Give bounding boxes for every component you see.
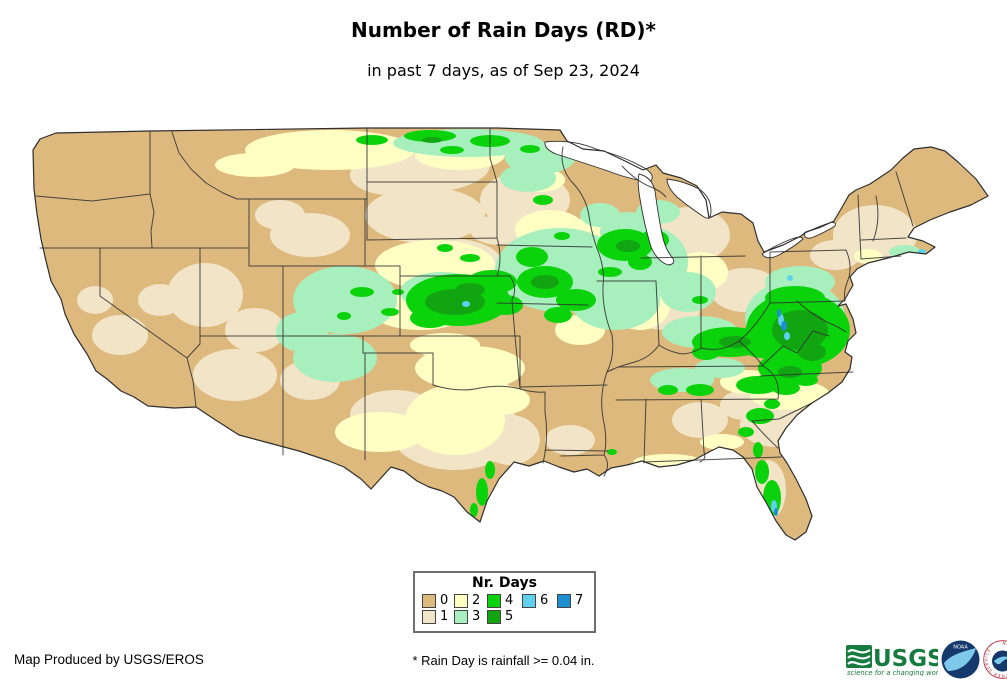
legend-title: Nr. Days: [472, 575, 537, 591]
noaa-seagull-icon: [944, 648, 976, 671]
usgs-tagline: science for a changing world: [847, 669, 938, 676]
rain-5day-patches: [422, 137, 828, 378]
nws-seagull-icon: [994, 656, 1007, 665]
produced-by-text: Map Produced by USGS/EROS: [14, 652, 204, 667]
legend-item-0: 0: [422, 593, 454, 608]
great-lakes: [544, 140, 836, 266]
lake-michigan: [637, 173, 675, 266]
legend-swatch-6: [522, 593, 536, 608]
lake-ontario: [804, 221, 836, 239]
legend-item-4: 4: [487, 593, 522, 608]
legend-item-1: 1: [422, 609, 454, 624]
rain-day-definition-note: * Rain Day is rainfall >= 0.04 in.: [412, 653, 595, 668]
page-title: Number of Rain Days (RD)*: [350, 18, 656, 42]
page-subtitle: in past 7 days, as of Sep 23, 2024: [367, 61, 640, 80]
legend-box: Nr. Days 0 2 4 6 7: [413, 571, 596, 633]
legend-swatch-5: [487, 609, 501, 624]
map-base-dry: [33, 128, 988, 540]
legend-swatch-0: [422, 593, 436, 608]
usgs-waves-icon: [847, 648, 871, 666]
legend-swatch-4: [487, 593, 501, 608]
usgs-logo: USGS science for a changing world: [846, 644, 938, 676]
noaa-logo: NOAA: [941, 640, 980, 679]
agency-logos: USGS science for a changing world NOAA N…: [843, 640, 1007, 679]
usgs-wordmark: USGS: [873, 646, 938, 672]
legend-item-3: 3: [454, 609, 487, 624]
noaa-wordmark: NOAA: [953, 645, 968, 651]
us-outline: [32, 127, 989, 541]
state-boundaries: [35, 127, 914, 477]
lake-erie: [761, 236, 804, 259]
legend-item-6: 6: [522, 593, 557, 608]
legend-item-7: 7: [557, 593, 592, 608]
legend-swatch-7: [557, 593, 571, 608]
legend-item-5: 5: [487, 609, 522, 624]
nws-logo: NATIONAL WEATHER SERVICE: [983, 640, 1007, 679]
legend-item-2: 2: [454, 593, 487, 608]
legend-swatch-2: [454, 593, 468, 608]
rain-7day-patches: [774, 309, 787, 516]
legend-swatch-1: [422, 609, 436, 624]
legend-swatch-3: [454, 609, 468, 624]
legend-rows: 0 2 4 6 7 1: [415, 591, 594, 624]
